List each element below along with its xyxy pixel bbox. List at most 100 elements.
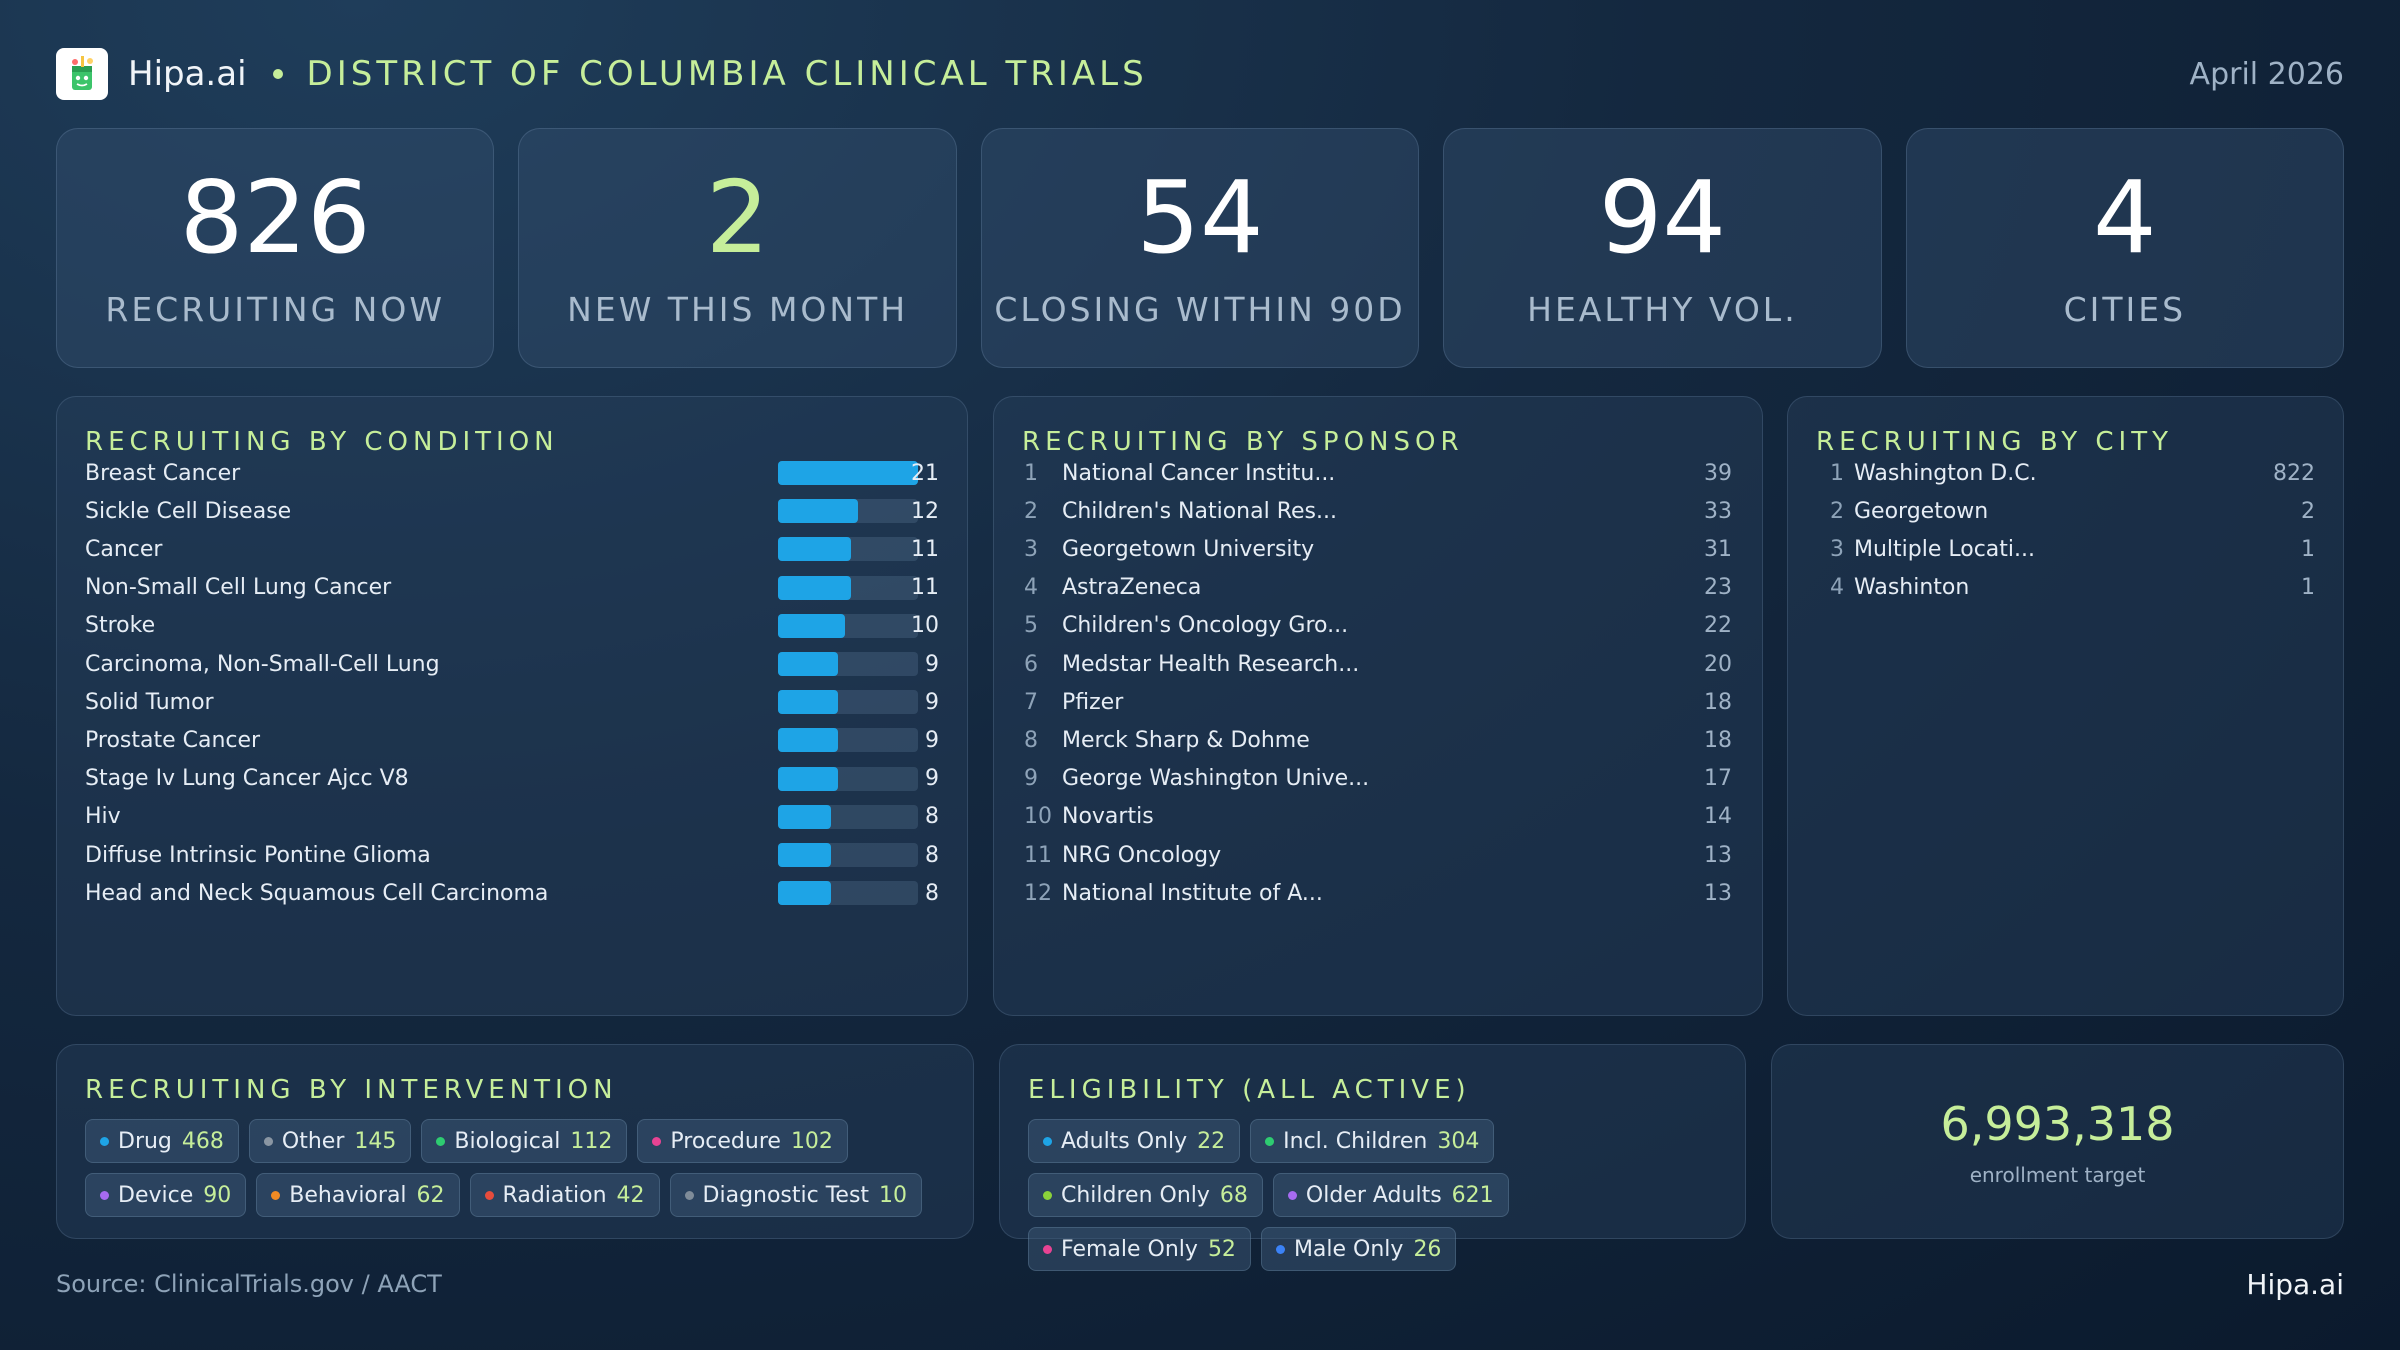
condition-bar [778,804,832,829]
condition-name: Prostate Cancer [85,727,261,753]
eligibility-panel: ELIGIBILITY (ALL ACTIVE) Adults Only 22 In… [999,1044,1746,1271]
sponsor-rank: 9 [1024,766,1038,792]
eligibility-chip-dot [1043,1136,1052,1146]
sponsor-count: 18 [1704,689,1732,715]
sponsor-rank: 1 [1024,460,1038,486]
sponsor-name: Georgetown University [1062,536,1315,562]
condition-bar-track [778,461,918,485]
city-name: Washington D.C. [1854,460,2037,486]
eligibility-chip-dot [1043,1190,1052,1200]
intervention-chip-count: 468 [181,1128,224,1154]
sponsor-name: AstraZeneca [1062,575,1202,601]
condition-name: Head and Neck Squamous Cell Carcinoma [85,880,549,906]
condition-row: Head and Neck Squamous Cell Carcinoma 8 [85,874,939,912]
city-rank: 3 [1830,536,1844,562]
eligibility-chip-label: Male Only [1293,1236,1404,1262]
condition-count: 12 [911,498,939,524]
condition-bar-track [778,499,918,524]
sponsor-name: NRG Oncology [1062,842,1222,868]
eligibility-chip-count: 68 [1219,1182,1248,1208]
intervention-panel-title: RECRUITING BY INTERVENTION [85,1075,618,1105]
condition-bar [778,613,845,638]
sponsor-count: 23 [1704,575,1732,601]
sponsor-name: Merck Sharp & Dohme [1062,727,1310,753]
sponsor-row: 3 Georgetown University 31 [994,530,1732,568]
condition-bar-track [778,728,918,753]
condition-bar [778,690,838,715]
condition-bar [778,728,838,753]
eligibility-chip-count: 621 [1451,1182,1494,1208]
sponsor-rank: 5 [1024,613,1038,639]
intervention-chip-count: 62 [416,1182,445,1208]
intervention-chip-label: Procedure [670,1128,781,1154]
sponsor-panel: RECRUITING BY SPONSOR 1 National Cancer I… [993,396,1763,1016]
intervention-chip-dot [263,1136,273,1146]
condition-count: 8 [925,880,939,906]
intervention-chip: Drug 468 [85,1119,239,1163]
sponsor-rank: 3 [1024,536,1038,562]
kpi-value: 2 [705,158,770,276]
sponsor-count: 22 [1704,613,1732,639]
condition-bar-track [778,881,918,906]
intervention-chip-count: 90 [203,1182,232,1208]
city-row: 3 Multiple Locati... 1 [1788,530,2315,568]
condition-bar [778,461,918,485]
condition-bar [778,652,838,676]
intervention-chip: Biological 112 [421,1119,628,1163]
sponsor-row: 11 NRG Oncology 13 [994,836,1732,874]
enrollment-value: 6,993,318 [1940,1097,2175,1151]
eligibility-chip-dot [1275,1244,1285,1254]
sponsor-count: 17 [1704,766,1732,792]
city-row: 2 Georgetown 2 [1788,492,2315,530]
sponsor-count: 33 [1704,498,1732,524]
kpi-row: 826 RECRUITING NOW 2 NEW THIS MONTH 54 CLOSIN… [56,128,2345,368]
condition-name: Sickle Cell Disease [85,498,292,524]
city-rank: 2 [1830,498,1844,524]
city-rank: 1 [1830,460,1844,486]
condition-row: Hiv 8 [85,798,939,836]
sponsor-rank: 12 [1024,880,1052,906]
sponsor-name: National Cancer Institu... [1062,460,1336,486]
condition-row: Breast Cancer 21 [85,454,939,492]
condition-row: Solid Tumor 9 [85,683,939,721]
intervention-chip: Procedure 102 [637,1119,848,1163]
eligibility-chip-dot [1043,1244,1052,1254]
sponsor-row: 12 National Institute of A... 13 [994,874,1732,912]
eligibility-chip-label: Older Adults [1305,1182,1442,1208]
eligibility-chip-label: Female Only [1061,1236,1198,1262]
intervention-chip-count: 145 [354,1128,397,1154]
kpi-value: 4 [2093,158,2157,276]
condition-row: Prostate Cancer 9 [85,721,939,759]
sponsor-rank: 8 [1024,727,1038,753]
city-count: 822 [2273,460,2315,486]
sponsor-row: 2 Children's National Res... 33 [994,492,1732,530]
condition-row: Diffuse Intrinsic Pontine Glioma 8 [85,836,939,874]
intervention-chip: Diagnostic Test 10 [669,1173,923,1217]
intervention-chip-label: Device [118,1182,194,1208]
sponsor-rank: 10 [1024,804,1052,830]
eligibility-chip-count: 22 [1197,1128,1226,1154]
condition-bar-track [778,575,918,600]
condition-name: Breast Cancer [85,460,241,486]
intervention-chip-count: 10 [879,1182,908,1208]
condition-count: 9 [925,689,939,715]
sponsor-count: 13 [1704,880,1732,906]
sponsor-name: National Institute of A... [1062,880,1323,906]
condition-bar-track [778,652,918,676]
condition-count: 21 [911,460,939,486]
sponsor-row: 5 Children's Oncology Gro... 22 [994,607,1732,645]
condition-count: 8 [925,842,939,868]
sponsor-row: 6 Medstar Health Research... 20 [994,645,1732,683]
intervention-chip-label: Radiation [502,1182,607,1208]
condition-panel: RECRUITING BY CONDITION Breast Cancer 21 S… [56,396,968,1016]
condition-row: Stage Iv Lung Cancer Ajcc V8 9 [85,760,939,798]
eligibility-chip-dot [1287,1190,1297,1200]
intervention-chip-label: Other [281,1128,345,1154]
condition-bar-track [778,804,918,829]
kpi-card: 2 NEW THIS MONTH [518,128,957,368]
sponsor-name: Children's Oncology Gro... [1062,613,1349,639]
sponsor-count: 39 [1704,460,1732,486]
kpi-label: CLOSING WITHIN 90D [994,289,1406,329]
intervention-chip-dot [100,1136,109,1146]
condition-name: Stage Iv Lung Cancer Ajcc V8 [85,766,409,792]
